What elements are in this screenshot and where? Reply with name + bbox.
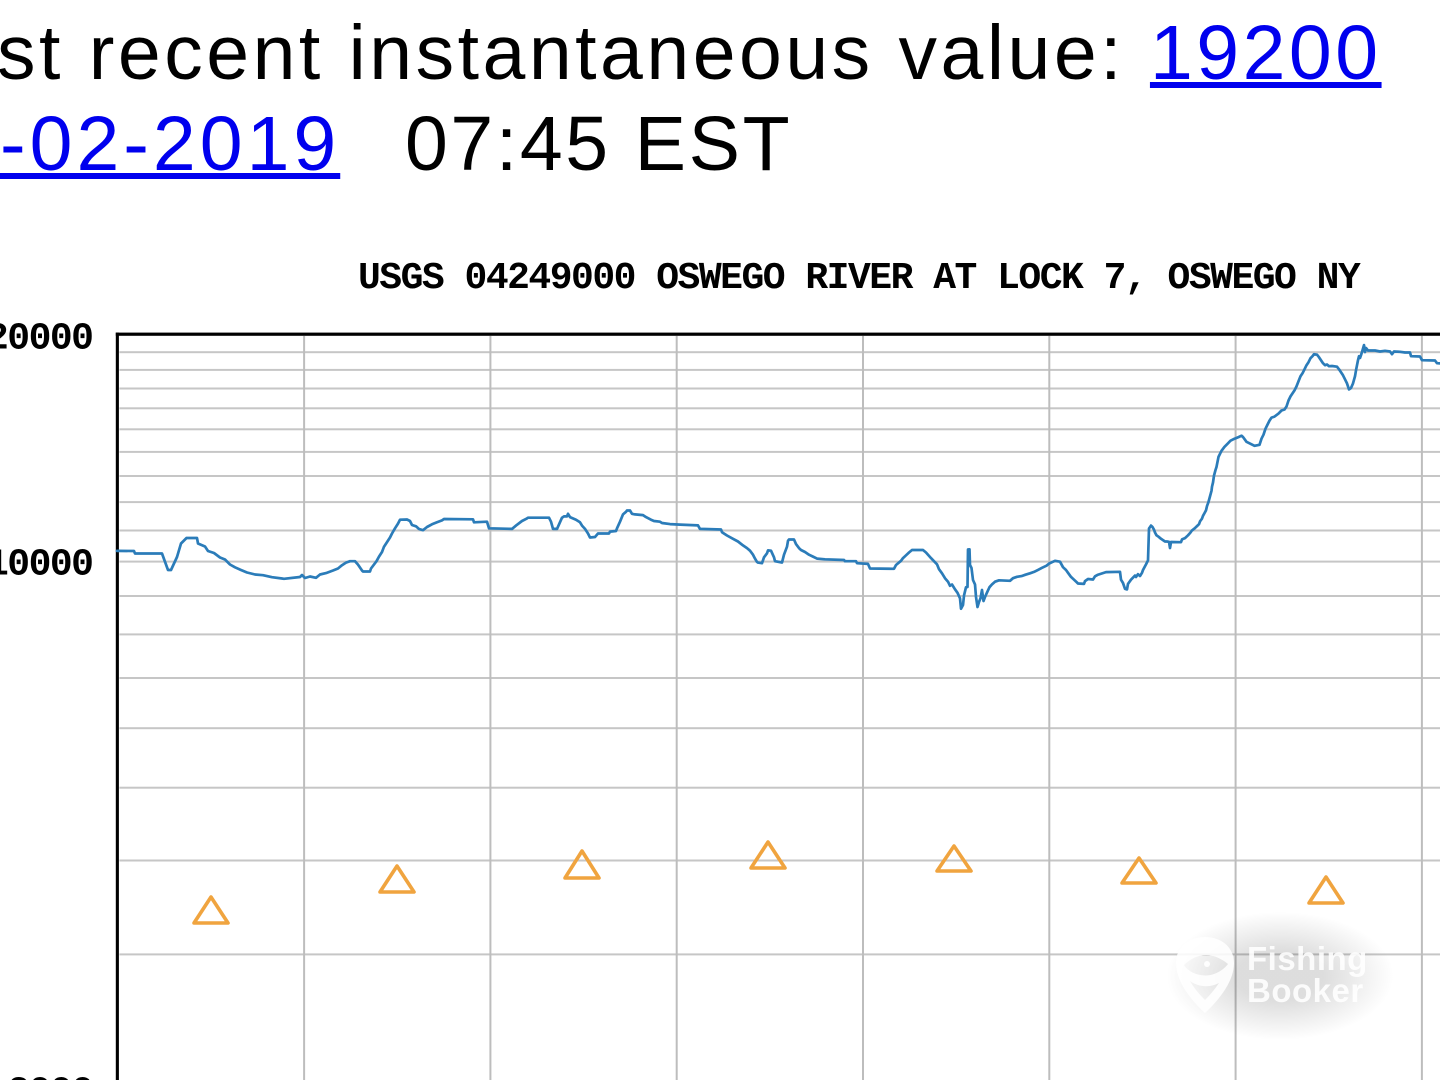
svg-text:USGS 04249000 OSWEGO RIVER AT: USGS 04249000 OSWEGO RIVER AT LOCK 7, OS… [358,257,1361,300]
svg-text:10000: 10000 [0,544,93,587]
svg-text:2000: 2000 [7,1072,92,1080]
svg-text:20000: 20000 [0,317,93,360]
